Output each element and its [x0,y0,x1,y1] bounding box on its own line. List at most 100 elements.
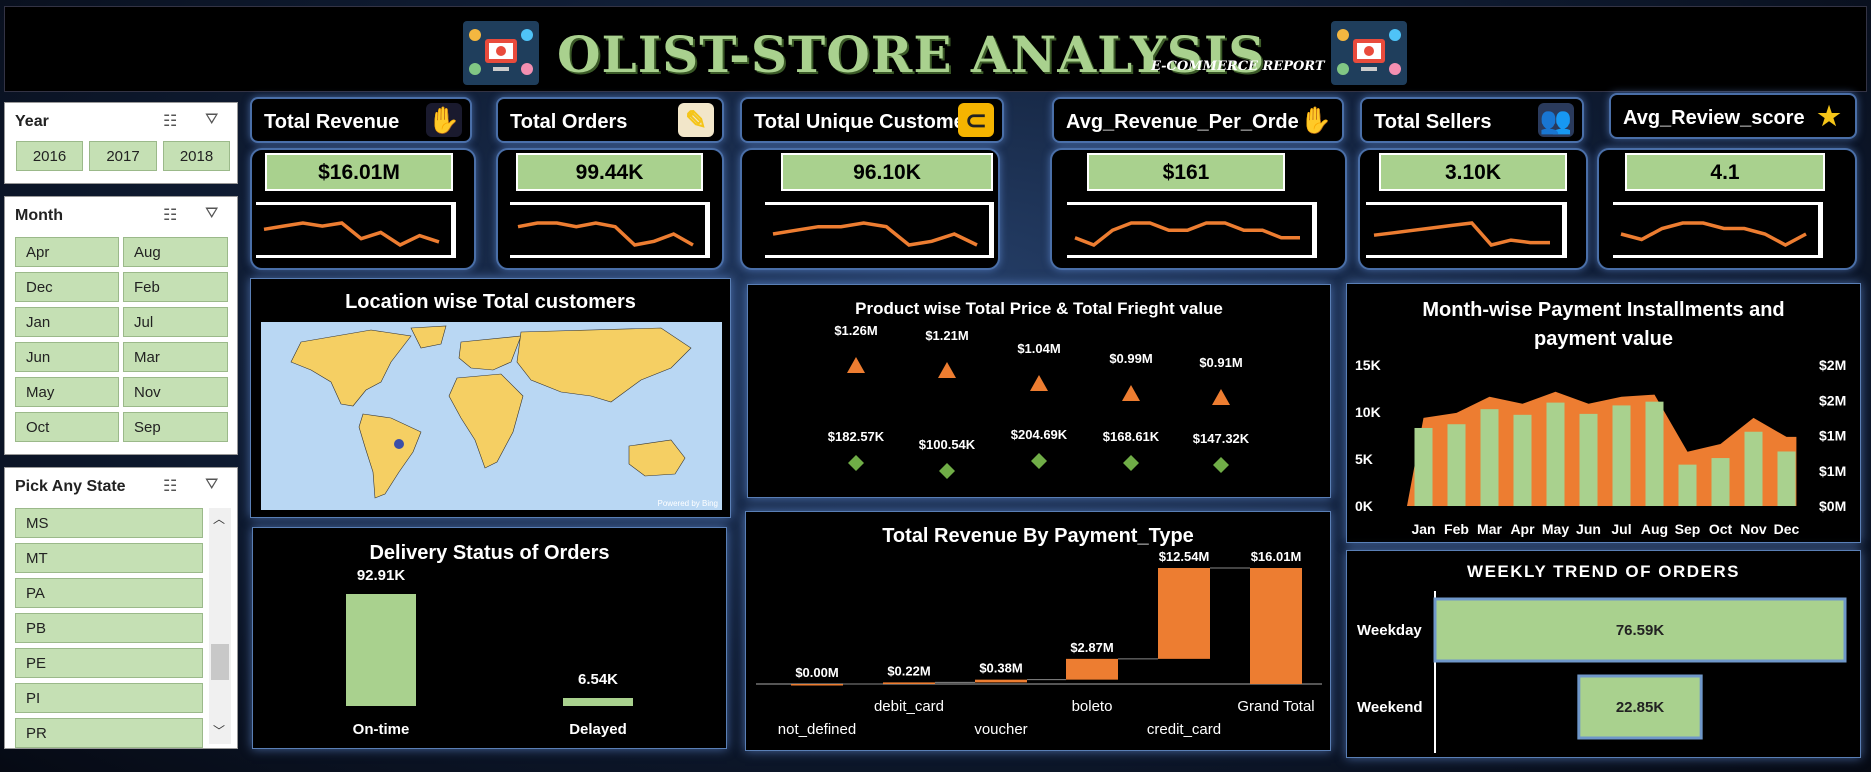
kpi-title-card: Total Orders ✎ [496,97,724,143]
month-slicer: Month ☷ ⛛ Apr Aug Dec Feb Jan Jul Jun Ma… [4,196,238,455]
year-chip[interactable]: 2016 [16,141,83,171]
magnet-icon: ⊂ [958,103,994,137]
revenue-hand-icon: ✋ [426,103,462,137]
state-scrollbar[interactable]: ︿ ﹀ [209,508,231,744]
product-chart: $1.26M $1.21M $1.04M $0.99M $0.91M $182.57K $1… [828,323,1250,479]
kpi-sparkline [256,202,456,258]
month-tick-label: Sep [1675,521,1701,537]
map-title: Location wise Total customers [345,291,636,313]
freight-data-label: $204.69K [1011,427,1068,442]
africa-shape [448,373,524,469]
payment-bar [1250,568,1302,684]
state-chip[interactable]: MT [15,543,203,573]
payment-bar [975,679,1027,683]
state-chip[interactable]: PB [15,613,203,643]
weekly-panel: WEEKLY TREND OF ORDERS 76.59K Weekday 22.8… [1346,550,1861,758]
clear-filter-icon[interactable]: ⛛ [205,205,219,222]
month-chip[interactable]: May [15,377,119,407]
multi-select-icon[interactable]: ☷ [163,478,178,495]
state-chip[interactable]: PR [15,718,203,748]
product-panel: Product wise Total Price & Total Frieght… [747,284,1331,498]
kpi-title: Total Sellers [1374,111,1492,133]
installments-bar [1777,451,1796,506]
product-title: Product wise Total Price & Total Frieght… [855,299,1223,318]
month-chip[interactable]: Oct [15,412,119,442]
clear-filter-icon[interactable]: ⛛ [205,476,219,493]
state-chip[interactable]: PE [15,648,203,678]
price-data-label: $1.26M [834,323,877,338]
map-panel: Location wise Total customers Powered by… [250,278,731,518]
orders-scribble-icon: ✎ [678,103,714,137]
sparkline-line [1074,221,1300,247]
scroll-down-icon[interactable]: ﹀ [213,724,226,738]
installments-bar [1711,458,1730,506]
price-marker [1030,375,1048,391]
state-chip[interactable]: MS [15,508,203,538]
right-axis-tick: $1M [1819,463,1846,479]
brazil-marker[interactable] [394,439,404,449]
payment-category-label: not_defined [778,721,856,738]
monthwise-panel: Month-wise Payment Installments and paym… [1346,283,1861,543]
sparkline-line [517,221,694,247]
month-chip[interactable]: Apr [15,237,119,267]
kpi-title: Total Orders [510,111,628,133]
weekly-data-label: 76.59K [1616,622,1665,639]
scroll-up-icon[interactable]: ︿ [213,512,226,526]
state-chip[interactable]: PI [15,683,203,713]
month-chip[interactable]: Dec [15,272,119,302]
month-chip[interactable]: Jun [15,342,119,372]
multi-select-icon[interactable]: ☷ [163,113,178,130]
kpi-sparkline [1613,202,1823,258]
month-chip[interactable]: Aug [123,237,228,267]
left-axis-tick: 5K [1355,451,1373,467]
installments-bar [1744,431,1763,506]
state-chip[interactable]: PA [15,578,203,608]
year-chip[interactable]: 2017 [89,141,157,171]
sparkline-svg [1074,221,1300,247]
header-banner: OLIST-STORE ANALYSIS E-COMMERCE REPORT [4,6,1867,92]
payment-data-label: $0.38M [979,661,1022,676]
month-chip[interactable]: Nov [123,377,228,407]
right-axis-tick: $1M [1819,428,1846,444]
month-chip[interactable]: Feb [123,272,228,302]
kpi-sparkline [1067,202,1317,258]
ecommerce-logo-icon [1331,21,1407,85]
map-credit: Powered by Bing [657,499,718,508]
delivery-data-label: 6.54K [578,671,618,688]
month-tick-label: Apr [1510,521,1535,537]
world-map[interactable]: Powered by Bing [261,322,722,510]
installments-bar [1678,464,1697,506]
freight-marker [1213,457,1229,473]
scrollbar-thumb[interactable] [211,644,229,680]
right-axis-tick: $0M [1819,498,1846,514]
kpi-title-card: Avg_Review_score ★ [1609,93,1857,139]
installments-bar [1579,413,1598,506]
month-tick-label: Jan [1411,521,1435,537]
month-chip[interactable]: Mar [123,342,228,372]
year-chip[interactable]: 2018 [163,141,230,171]
month-chip[interactable]: Jul [123,307,228,337]
freight-data-label: $100.54K [919,437,976,452]
north-america-shape [290,329,412,407]
multi-select-icon[interactable]: ☷ [163,207,178,224]
month-tick-label: Oct [1709,521,1733,537]
payment-title: Total Revenue By Payment_Type [882,525,1194,547]
month-chip[interactable]: Sep [123,412,228,442]
delivery-panel: Delivery Status of Orders 92.91K On-time 6… [252,527,727,749]
payment-data-label: $0.22M [887,663,930,678]
payment-data-label: $16.01M [1251,549,1302,564]
right-axis-tick: $2M [1819,357,1846,373]
kpi-value: 3.10K [1379,153,1567,191]
clear-filter-icon[interactable]: ⛛ [205,111,219,128]
weekly-chart: 76.59K Weekday 22.85K Weekend [1357,591,1847,753]
price-data-label: $0.91M [1199,355,1242,370]
kpi-title-card: Total Unique Customers ⊂ [740,97,1004,143]
dashboard-title: OLIST-STORE ANALYSIS [557,25,1266,84]
installments-bar [1480,409,1499,506]
month-tick-label: Feb [1444,521,1469,537]
year-slicer-title: Year [15,113,49,130]
kpi-title: Total Unique Customers [754,111,984,133]
payment-bar [883,682,935,684]
kpi-title: Avg_Revenue_Per_Order [1066,111,1307,133]
month-chip[interactable]: Jan [15,307,119,337]
